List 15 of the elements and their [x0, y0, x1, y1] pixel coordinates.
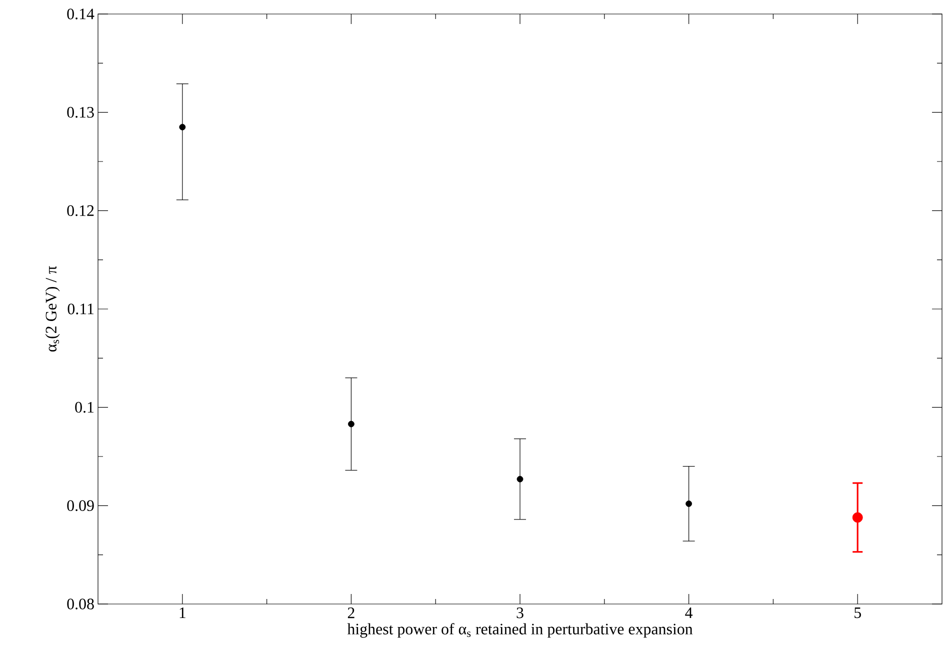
- point: [852, 512, 863, 523]
- y-tick-label: 0.14: [67, 8, 94, 20]
- x-tick-label: 4: [685, 608, 693, 618]
- y-tick-label: 0.08: [67, 598, 94, 610]
- x-tick-label: 5: [854, 608, 861, 618]
- y-axis-title: α$_{s}$(2 GeV) / π: [45, 266, 60, 352]
- x-tick-label: 2: [348, 608, 354, 618]
- x-axis-title: highest power of α$_{s}$ retained in perturbative expansion: [347, 623, 693, 638]
- x-tick-label: 1: [180, 608, 186, 618]
- y-tick-label: 0.12: [67, 205, 94, 216]
- y-tick-label: 0.09: [67, 500, 94, 512]
- y-tick-label: 0.13: [67, 106, 94, 118]
- y-tick-label: 0.1: [75, 402, 94, 413]
- y-tick-label: 0.11: [68, 304, 94, 314]
- x-tick-label: 3: [516, 608, 524, 618]
